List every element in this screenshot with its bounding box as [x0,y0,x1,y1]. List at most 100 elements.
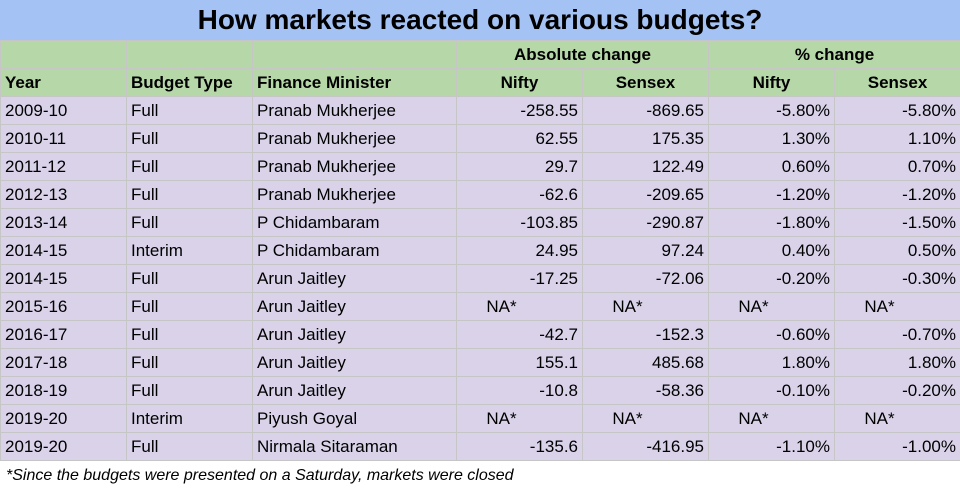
cell-finance-minister: Pranab Mukherjee [253,125,457,153]
cell-abs-nifty: -17.25 [457,265,583,293]
cell-year: 2017-18 [1,349,127,377]
cell-pct-sensex: -5.80% [835,97,960,125]
cell-pct-sensex: NA* [835,405,960,433]
cell-year: 2009-10 [1,97,127,125]
header-absolute-change: Absolute change [457,41,709,69]
cell-budget-type: Full [127,181,253,209]
cell-finance-minister: Pranab Mukherjee [253,153,457,181]
cell-pct-sensex: 1.80% [835,349,960,377]
cell-abs-sensex: -58.36 [583,377,709,405]
header-blank [253,41,457,69]
cell-pct-sensex: -0.30% [835,265,960,293]
cell-budget-type: Full [127,125,253,153]
header-budget-type: Budget Type [127,69,253,97]
cell-year: 2013-14 [1,209,127,237]
cell-year: 2019-20 [1,405,127,433]
cell-finance-minister: Arun Jaitley [253,349,457,377]
cell-pct-nifty: NA* [709,293,835,321]
cell-pct-sensex: -1.00% [835,433,960,461]
cell-pct-nifty: -1.20% [709,181,835,209]
cell-abs-nifty: 155.1 [457,349,583,377]
cell-pct-nifty: 0.60% [709,153,835,181]
cell-abs-sensex: 485.68 [583,349,709,377]
header-pct-sensex: Sensex [835,69,960,97]
header-percent-change: % change [709,41,960,69]
cell-abs-nifty: NA* [457,405,583,433]
cell-pct-nifty: -0.60% [709,321,835,349]
cell-year: 2016-17 [1,321,127,349]
cell-abs-sensex: 97.24 [583,237,709,265]
cell-abs-nifty: 62.55 [457,125,583,153]
cell-budget-type: Full [127,349,253,377]
header-pct-nifty: Nifty [709,69,835,97]
cell-abs-sensex: -209.65 [583,181,709,209]
header-abs-nifty: Nifty [457,69,583,97]
cell-year: 2014-15 [1,237,127,265]
header-row-group: Absolute change % change [1,41,960,69]
cell-abs-sensex: -869.65 [583,97,709,125]
cell-pct-nifty: -1.80% [709,209,835,237]
cell-abs-sensex: 122.49 [583,153,709,181]
cell-pct-nifty: -0.20% [709,265,835,293]
cell-pct-sensex: -1.50% [835,209,960,237]
cell-abs-sensex: 175.35 [583,125,709,153]
cell-pct-nifty: 1.80% [709,349,835,377]
cell-abs-nifty: NA* [457,293,583,321]
cell-budget-type: Interim [127,405,253,433]
cell-budget-type: Full [127,97,253,125]
cell-year: 2011-12 [1,153,127,181]
cell-budget-type: Full [127,153,253,181]
cell-budget-type: Full [127,321,253,349]
cell-pct-nifty: 1.30% [709,125,835,153]
header-blank [1,41,127,69]
header-year: Year [1,69,127,97]
cell-finance-minister: Nirmala Sitaraman [253,433,457,461]
cell-pct-sensex: 0.70% [835,153,960,181]
cell-year: 2018-19 [1,377,127,405]
cell-pct-sensex: -0.70% [835,321,960,349]
cell-abs-nifty: 24.95 [457,237,583,265]
page-title: How markets reacted on various budgets? [0,0,960,40]
cell-year: 2019-20 [1,433,127,461]
cell-pct-nifty: -1.10% [709,433,835,461]
cell-finance-minister: Pranab Mukherjee [253,97,457,125]
cell-abs-sensex: -72.06 [583,265,709,293]
cell-abs-nifty: -10.8 [457,377,583,405]
cell-finance-minister: Piyush Goyal [253,405,457,433]
cell-abs-nifty: 29.7 [457,153,583,181]
cell-budget-type: Full [127,293,253,321]
cell-year: 2015-16 [1,293,127,321]
cell-pct-sensex: 0.50% [835,237,960,265]
cell-finance-minister: P Chidambaram [253,237,457,265]
cell-finance-minister: Pranab Mukherjee [253,181,457,209]
cell-pct-nifty: 0.40% [709,237,835,265]
cell-budget-type: Interim [127,237,253,265]
cell-abs-sensex: NA* [583,293,709,321]
cell-abs-sensex: -290.87 [583,209,709,237]
cell-finance-minister: Arun Jaitley [253,321,457,349]
cell-abs-nifty: -135.6 [457,433,583,461]
cell-pct-sensex: 1.10% [835,125,960,153]
cell-abs-nifty: -258.55 [457,97,583,125]
cell-finance-minister: Arun Jaitley [253,265,457,293]
cell-abs-sensex: NA* [583,405,709,433]
cell-pct-nifty: NA* [709,405,835,433]
cell-abs-sensex: -152.3 [583,321,709,349]
cell-finance-minister: Arun Jaitley [253,293,457,321]
header-row-columns: Year Budget Type Finance Minister Nifty … [1,69,960,97]
cell-abs-sensex: -416.95 [583,433,709,461]
cell-pct-sensex: -1.20% [835,181,960,209]
cell-year: 2014-15 [1,265,127,293]
